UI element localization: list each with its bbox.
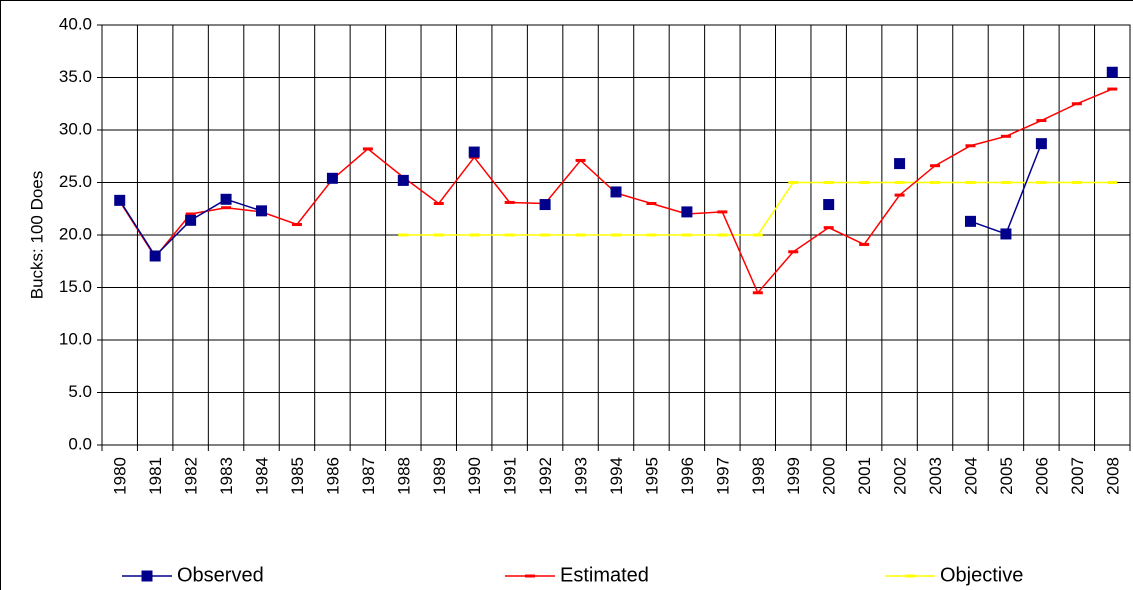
x-tick-label: 1992 <box>536 457 555 495</box>
y-tick-label: 35.0 <box>59 67 92 86</box>
x-tick-label: 1995 <box>642 457 661 495</box>
x-tick-label: 1981 <box>146 457 165 495</box>
y-axis-label: Bucks: 100 Does <box>27 171 46 300</box>
x-tick-label: 1983 <box>217 457 236 495</box>
x-tick-label: 1988 <box>394 457 413 495</box>
x-tick-label: 2007 <box>1068 457 1087 495</box>
x-tick-label: 1987 <box>359 457 378 495</box>
x-tick-label: 1994 <box>607 457 626 495</box>
legend-label: Observed <box>177 564 264 586</box>
y-tick-label: 15.0 <box>59 277 92 296</box>
y-tick-label: 25.0 <box>59 172 92 191</box>
marker <box>1000 228 1012 240</box>
y-tick-label: 0.0 <box>68 434 92 453</box>
y-tick-label: 40.0 <box>59 14 92 33</box>
marker <box>220 193 232 205</box>
marker <box>326 172 338 184</box>
x-tick-label: 1980 <box>111 457 130 495</box>
x-tick-label: 1990 <box>465 457 484 495</box>
marker <box>185 214 197 226</box>
x-tick-label: 1997 <box>713 457 732 495</box>
x-tick-label: 1993 <box>572 457 591 495</box>
marker <box>681 206 693 218</box>
series-line <box>120 72 1113 256</box>
x-tick-label: 1982 <box>182 457 201 495</box>
marker <box>964 215 976 227</box>
marker <box>256 205 268 217</box>
x-tick-label: 1996 <box>678 457 697 495</box>
y-tick-label: 5.0 <box>68 382 92 401</box>
legend-marker <box>141 570 153 582</box>
y-tick-label: 30.0 <box>59 119 92 138</box>
x-tick-label: 1991 <box>501 457 520 495</box>
x-tick-label: 1989 <box>430 457 449 495</box>
plot-frame <box>101 24 1131 446</box>
legend-label: Objective <box>940 564 1023 586</box>
marker <box>610 186 622 198</box>
marker <box>539 199 551 211</box>
x-tick-label: 2005 <box>997 457 1016 495</box>
marker <box>114 194 126 206</box>
x-tick-label: 2002 <box>891 457 910 495</box>
y-tick-label: 20.0 <box>59 224 92 243</box>
x-tick-label: 1985 <box>288 457 307 495</box>
x-tick-label: 2001 <box>855 457 874 495</box>
marker <box>894 158 906 170</box>
y-tick-label: 10.0 <box>59 329 92 348</box>
series-line <box>403 181 1113 236</box>
marker <box>468 146 480 158</box>
marker <box>397 174 409 186</box>
x-tick-label: 2004 <box>961 457 980 495</box>
marker <box>1035 138 1047 150</box>
marker <box>1106 66 1118 78</box>
x-tick-label: 2008 <box>1103 457 1122 495</box>
x-tick-label: 1999 <box>784 457 803 495</box>
x-tick-label: 2000 <box>820 457 839 495</box>
marker <box>823 199 835 211</box>
x-tick-label: 1984 <box>253 457 272 495</box>
x-tick-label: 1986 <box>323 457 342 495</box>
x-tick-label: 1998 <box>749 457 768 495</box>
legend-label: Estimated <box>560 564 649 586</box>
x-tick-label: 2006 <box>1032 457 1051 495</box>
marker <box>149 250 161 262</box>
x-tick-label: 2003 <box>926 457 945 495</box>
